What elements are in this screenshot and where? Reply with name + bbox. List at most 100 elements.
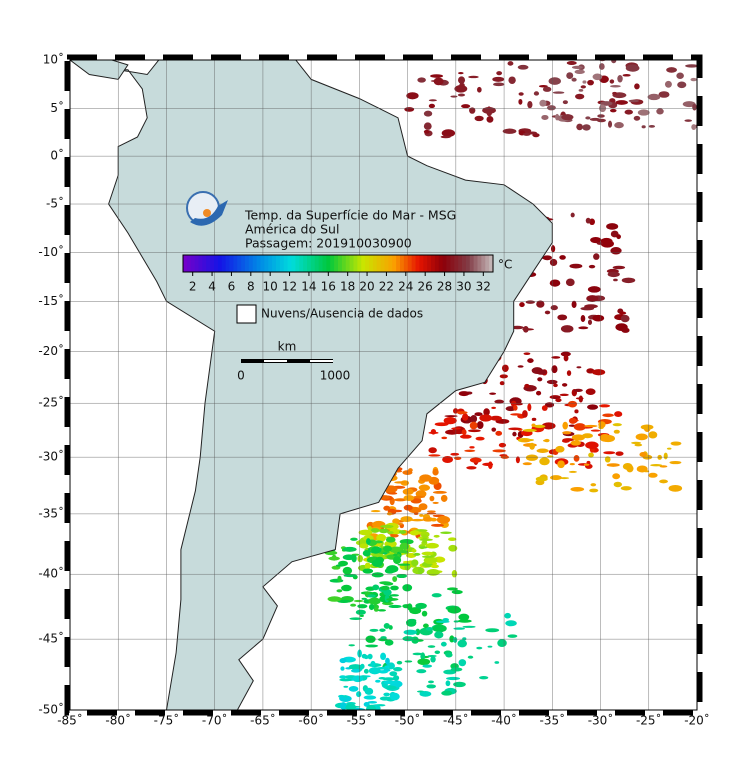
- colorbar-swatch: [279, 255, 285, 272]
- land: [70, 60, 553, 710]
- lon-tick-label: -55˚: [347, 713, 373, 728]
- sst-patch: [421, 551, 434, 556]
- sst-patch: [524, 383, 530, 389]
- sst-patch: [584, 53, 594, 56]
- sst-patch: [451, 569, 458, 578]
- sst-patch: [417, 567, 424, 575]
- colorbar-swatch: [291, 255, 296, 272]
- sst-patch: [457, 76, 466, 84]
- sst-patch: [606, 463, 620, 467]
- sst-patch: [469, 107, 476, 114]
- sst-patch: [650, 464, 663, 467]
- sst-patch: [608, 120, 613, 128]
- sst-patch: [491, 427, 497, 432]
- colorbar-tick-label: 28: [437, 280, 452, 294]
- sst-patch: [421, 610, 428, 617]
- sst-patch: [423, 110, 433, 117]
- sst-patch: [657, 454, 662, 460]
- sst-patch: [690, 77, 697, 82]
- lon-tick-label: -70˚: [202, 713, 228, 728]
- sst-patch: [380, 636, 387, 640]
- sst-patch: [586, 295, 599, 302]
- sst-patch: [355, 609, 366, 615]
- sst-patch: [426, 569, 440, 576]
- sst-patch: [536, 448, 549, 453]
- sst-patch: [685, 64, 697, 68]
- sst-patch: [593, 253, 600, 260]
- sst-patch: [453, 627, 466, 630]
- sst-patch: [441, 690, 453, 696]
- sst-patch: [573, 388, 583, 392]
- sst-patch: [536, 300, 545, 308]
- colorbar-tick-label: 20: [359, 280, 374, 294]
- sst-patch: [457, 619, 472, 623]
- sst-patch: [409, 607, 422, 615]
- sst-patch: [402, 488, 414, 495]
- sst-patch: [491, 406, 496, 409]
- sst-patch: [490, 415, 502, 421]
- sst-patch: [377, 609, 386, 612]
- sst-patch: [670, 441, 682, 446]
- sst-patch: [502, 364, 509, 373]
- colorbar-swatch: [384, 255, 389, 272]
- lon-tick-label: -20˚: [684, 713, 710, 728]
- sst-patch: [357, 555, 363, 563]
- sst-patch: [616, 234, 621, 240]
- colorbar-swatch: [369, 255, 374, 272]
- colorbar-swatch: [338, 255, 343, 272]
- colorbar-swatch: [186, 255, 192, 272]
- sst-patch: [539, 457, 550, 466]
- sst-patch: [625, 64, 640, 72]
- sst-patch: [393, 509, 403, 513]
- sst-patch: [372, 584, 380, 591]
- sst-patch: [446, 587, 458, 591]
- sst-patch: [662, 49, 667, 54]
- sst-patch: [397, 563, 411, 566]
- sst-patch: [431, 593, 442, 598]
- sst-patch: [589, 488, 599, 493]
- sst-patch: [434, 650, 441, 654]
- sst-patch: [559, 393, 569, 397]
- sst-patch: [339, 678, 352, 682]
- sst-patch: [382, 677, 396, 681]
- sst-patch: [573, 455, 580, 462]
- sst-patch: [361, 597, 367, 600]
- colorbar-swatch: [287, 255, 293, 272]
- sst-patch: [610, 108, 617, 113]
- scale-label: 1000: [320, 369, 351, 383]
- colorbar-swatch: [295, 255, 300, 272]
- sst-patch: [428, 454, 441, 457]
- sst-patch: [533, 91, 540, 96]
- sst-patch: [507, 634, 518, 638]
- sst-patch: [432, 624, 447, 633]
- sst-patch: [428, 447, 437, 454]
- sst-patch: [587, 319, 593, 325]
- sst-patch: [565, 278, 575, 287]
- colorbar-swatch: [229, 255, 234, 272]
- sst-patch: [573, 423, 586, 431]
- sst-patch: [600, 239, 614, 248]
- sst-patch: [578, 88, 584, 92]
- colorbar-swatch: [353, 255, 358, 272]
- sst-patch: [588, 452, 594, 458]
- sst-patch: [550, 305, 558, 311]
- sst-patch: [521, 439, 530, 443]
- sst-patch: [413, 512, 419, 515]
- sst-patch: [456, 411, 468, 415]
- legend-box: [236, 304, 257, 324]
- colorbar-swatch: [264, 255, 269, 272]
- sst-patch: [397, 523, 403, 526]
- lon-tick-label: -65˚: [250, 713, 276, 728]
- sst-patch: [575, 397, 584, 400]
- sst-patch: [585, 217, 591, 224]
- sst-patch: [596, 241, 603, 245]
- sst-patch: [365, 644, 379, 648]
- sst-patch: [518, 98, 523, 105]
- colorbar-swatch: [303, 255, 308, 272]
- sst-patch: [441, 129, 456, 138]
- sst-patch: [494, 661, 500, 664]
- sst-patch: [389, 671, 398, 677]
- sst-patch: [598, 63, 605, 70]
- lat-tick-label: 5˚: [50, 100, 64, 115]
- sst-patch: [449, 635, 455, 643]
